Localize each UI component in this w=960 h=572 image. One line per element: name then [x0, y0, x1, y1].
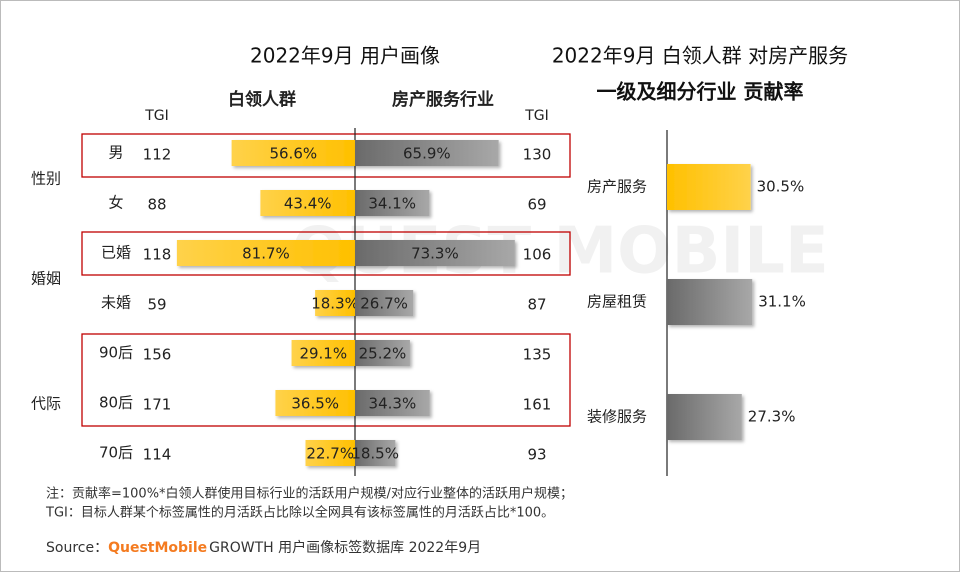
tgi-label: 69 — [527, 196, 546, 214]
value-label: 34.3% — [369, 395, 417, 413]
group-label: 性别 — [31, 170, 61, 188]
value-label: 26.7% — [360, 295, 408, 313]
group-label: 代际 — [31, 395, 61, 413]
value-label: 18.5% — [351, 445, 399, 463]
tgi-label: 156 — [143, 346, 172, 364]
note: 注：贡献率=100%*白领人群使用目标行业的活跃用户规模/对应行业整体的活跃用户… — [46, 486, 573, 502]
tgi-header: TGI — [144, 108, 169, 124]
highlight-boxes — [81, 133, 571, 427]
bar — [231, 140, 355, 166]
tgi-label: 93 — [527, 446, 546, 464]
category-label: 70后 — [99, 444, 133, 462]
highlight-box — [81, 333, 571, 427]
value-label: 29.1% — [299, 345, 347, 363]
highlight-box — [81, 231, 571, 276]
bar — [176, 240, 355, 266]
bar — [260, 190, 355, 216]
category-label: 80后 — [99, 394, 133, 412]
tgi-label: 114 — [143, 446, 172, 464]
category-label: 装修服务 — [587, 408, 647, 426]
group-label: 婚姻 — [31, 270, 61, 288]
legend-label: 房产服务行业 — [392, 89, 494, 110]
bar — [291, 340, 355, 366]
bar — [275, 390, 355, 416]
bar — [667, 279, 753, 325]
highlight-box — [81, 133, 571, 178]
tgi-header: TGI — [524, 108, 549, 124]
value-label: 56.6% — [269, 145, 317, 163]
legend-label: 白领人群 — [228, 89, 296, 110]
category-label: 女 — [108, 194, 123, 212]
tgi-label: 87 — [527, 296, 546, 314]
value-label: 34.1% — [368, 195, 416, 213]
value-label: 73.3% — [411, 245, 459, 263]
category-label: 男 — [108, 144, 123, 162]
bar — [355, 240, 515, 266]
tgi-label: 59 — [147, 296, 166, 314]
value-label: 65.9% — [403, 145, 451, 163]
value-label: 25.2% — [359, 345, 407, 363]
value-label: 43.4% — [284, 195, 332, 213]
tgi-label: 161 — [523, 396, 552, 414]
bar — [355, 290, 414, 316]
source-label: Source： — [46, 540, 108, 556]
value-label: 22.7% — [306, 445, 354, 463]
bar — [355, 390, 430, 416]
tgi-label: 130 — [523, 146, 552, 164]
value-label: 27.3% — [748, 408, 796, 426]
value-label: 31.1% — [758, 293, 806, 311]
note: TGI：目标人群某个标签属性的月活跃占比除以全网具有该标签属性的月活跃占比*10… — [45, 505, 554, 521]
value-label: 30.5% — [757, 178, 805, 196]
category-label: 房产服务 — [587, 178, 647, 196]
bar — [305, 440, 355, 466]
chart-title: 一级及细分行业 贡献率 — [597, 80, 804, 104]
category-label: 90后 — [99, 344, 133, 362]
source-text: GROWTH 用户画像标签数据库 2022年9月 — [209, 539, 481, 556]
tgi-label: 118 — [143, 246, 172, 264]
tgi-label: 106 — [523, 246, 552, 264]
tgi-label: 171 — [143, 396, 172, 414]
source-brand: QuestMobile — [108, 540, 207, 556]
bar — [355, 140, 499, 166]
category-label: 未婚 — [101, 294, 131, 312]
chart-title: 2022年9月 白领人群 对房产服务 — [552, 44, 848, 68]
source: Source：QuestMobile GROWTH 用户画像标签数据库 2022年… — [46, 539, 481, 556]
bar — [355, 190, 430, 216]
value-label: 81.7% — [242, 245, 290, 263]
value-label: 18.3% — [311, 295, 359, 313]
bar — [355, 340, 410, 366]
category-label: 已婚 — [101, 244, 131, 262]
tgi-label: 135 — [523, 346, 552, 364]
bar — [667, 394, 742, 440]
bar — [315, 290, 355, 316]
bar — [355, 440, 396, 466]
category-label: 房屋租赁 — [587, 293, 647, 311]
bar — [667, 164, 751, 210]
tgi-label: 112 — [143, 146, 172, 164]
value-label: 36.5% — [291, 395, 339, 413]
chart-title: 2022年9月 用户画像 — [250, 44, 440, 68]
tgi-label: 88 — [147, 196, 166, 214]
